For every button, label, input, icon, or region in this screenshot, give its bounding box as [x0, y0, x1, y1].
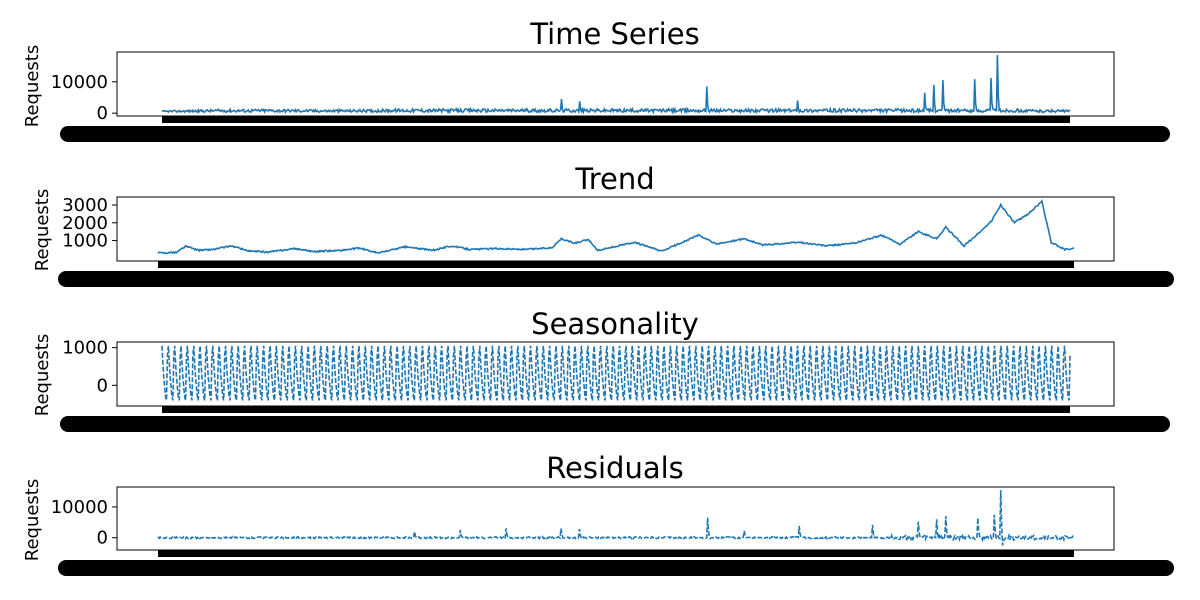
ylabel-time-series: Requests: [22, 45, 43, 128]
title-seasonality: Seasonality: [531, 307, 699, 341]
series-line-residuals: [157, 490, 1075, 546]
xtick-band-time-series: [162, 116, 1070, 123]
ytick-label-time-series-0: 0: [97, 103, 108, 124]
frame-time-series: [116, 51, 1115, 117]
ylabel-residuals: Requests: [22, 479, 43, 562]
frame-residuals: [116, 486, 1115, 551]
ytick-label-residuals-0: 0: [97, 528, 108, 549]
ytick-label-trend-1: 2000: [62, 213, 108, 234]
panel-residuals: Residuals Requests 0 10000: [22, 451, 1174, 576]
xtick-band-residuals: [158, 550, 1074, 557]
yticks-residuals: 0 10000: [51, 497, 117, 549]
ytick-label-residuals-1: 10000: [51, 497, 108, 518]
series-line-seasonality: [161, 345, 1071, 401]
ytick-label-seasonality-1: 1000: [62, 338, 108, 359]
ytick-label-trend-2: 3000: [62, 195, 108, 216]
plot-time-series: [161, 55, 1071, 115]
panel-time-series: Time Series Requests 0 10000: [22, 17, 1170, 142]
title-trend: Trend: [574, 162, 654, 196]
series-line-time-series: [161, 55, 1071, 115]
title-time-series: Time Series: [529, 17, 699, 51]
xtick-band-seasonality: [162, 406, 1070, 413]
plot-seasonality: [161, 345, 1071, 401]
ylabel-trend: Requests: [32, 189, 53, 272]
xtick-labels-trend: [58, 271, 1174, 287]
panel-seasonality: Seasonality Requests 0 1000: [32, 307, 1170, 432]
ytick-label-time-series-1: 10000: [51, 72, 108, 93]
plot-residuals: [157, 490, 1075, 546]
series-line-trend: [157, 198, 1075, 255]
yticks-time-series: 0 10000: [51, 72, 117, 124]
plot-trend: [157, 198, 1075, 255]
xtick-labels-seasonality: [60, 416, 1170, 432]
yticks-seasonality: 0 1000: [62, 338, 117, 396]
ytick-label-trend-0: 1000: [62, 231, 108, 252]
title-residuals: Residuals: [546, 451, 684, 485]
ytick-label-seasonality-0: 0: [97, 375, 108, 396]
xtick-labels-time-series: [60, 126, 1170, 142]
xtick-labels-residuals: [58, 560, 1174, 576]
xtick-band-trend: [158, 261, 1074, 268]
ylabel-seasonality: Requests: [32, 334, 53, 417]
